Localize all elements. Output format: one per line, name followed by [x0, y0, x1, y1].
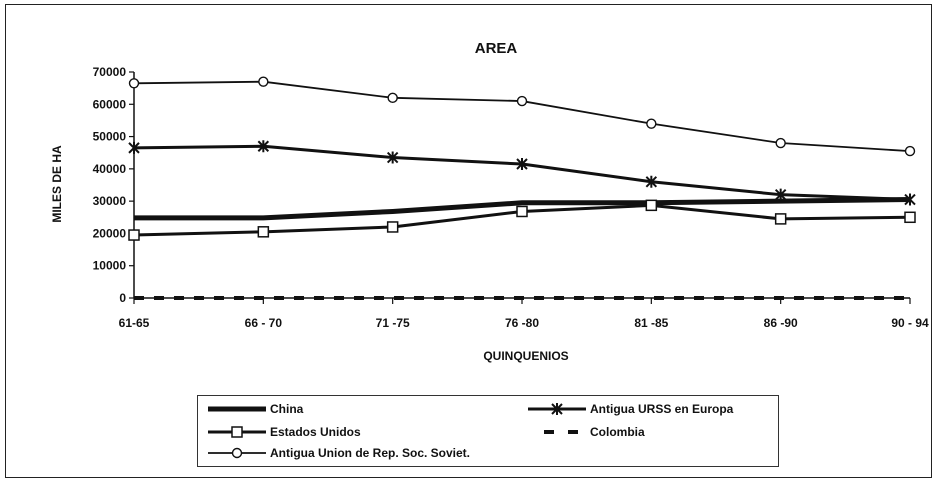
- data-point: [257, 140, 270, 153]
- data-point: [387, 92, 398, 104]
- data-point: [516, 205, 528, 218]
- x-axis-label: QUINQUENIOS: [483, 349, 568, 363]
- series-line: [133, 144, 911, 202]
- legend-label: Colombia: [590, 425, 645, 439]
- x-tick-label: 61-65: [119, 316, 150, 330]
- legend-marker: [231, 426, 243, 438]
- y-tick-label: 10000: [93, 259, 127, 273]
- y-tick-label: 30000: [93, 194, 127, 208]
- x-tick-label: 86 -90: [764, 316, 798, 330]
- y-tick-label: 0: [119, 291, 126, 305]
- data-point: [774, 213, 787, 225]
- data-point: [386, 151, 399, 164]
- legend-swatch: [208, 447, 266, 459]
- data-point: [128, 141, 140, 154]
- data-point: [774, 188, 787, 201]
- legend-item: Colombia: [526, 423, 645, 441]
- x-tick-label: 81 -85: [634, 316, 668, 330]
- series-1: [128, 140, 916, 206]
- legend-label: China: [270, 402, 304, 416]
- series-4: [128, 76, 916, 157]
- series-0: [134, 197, 911, 221]
- y-tick-label: 50000: [93, 130, 127, 144]
- series-2: [128, 199, 916, 241]
- y-tick-label: 20000: [93, 226, 127, 240]
- legend-item: China: [206, 400, 303, 418]
- y-tick-label: 70000: [93, 65, 127, 79]
- legend-swatch: [528, 403, 586, 415]
- y-tick-label: 60000: [93, 97, 127, 111]
- data-point: [904, 145, 916, 157]
- data-point: [128, 78, 140, 89]
- series-line: [134, 197, 911, 221]
- data-point: [386, 221, 399, 233]
- axes: 0 10000 20000 30000 40000 50000 60000 70000 61-6…: [93, 65, 929, 330]
- data-point: [904, 211, 916, 224]
- legend-label: Estados Unidos: [270, 425, 361, 439]
- legend-label: Antigua Union de Rep. Soc. Soviet.: [270, 446, 471, 460]
- legend-swatch: [544, 430, 586, 434]
- data-point: [516, 158, 528, 171]
- line-chart: AREA MILES DE HA QUINQUENIOS 0 10000 20000…: [50, 40, 929, 363]
- data-point: [645, 175, 658, 188]
- legend-swatch: [208, 406, 266, 412]
- data-point: [258, 76, 269, 87]
- series-line: [133, 80, 911, 152]
- data-point: [775, 137, 786, 149]
- data-point: [128, 229, 140, 241]
- legend-marker: [231, 447, 243, 459]
- x-tick-label: 76 -80: [505, 316, 539, 330]
- data-point: [904, 193, 916, 206]
- x-tick-label: 66 - 70: [245, 316, 283, 330]
- chart-title: AREA: [475, 40, 518, 57]
- series-layer: [128, 76, 916, 300]
- legend: China Antigua URSS en Europa Estados Unido…: [197, 395, 779, 467]
- y-axis-label: MILES DE HA: [50, 145, 64, 223]
- data-point: [257, 226, 270, 238]
- legend-marker: [551, 403, 563, 415]
- legend-label: Antigua URSS en Europa: [590, 402, 734, 416]
- legend-item: Estados Unidos: [206, 423, 361, 441]
- data-point: [516, 95, 528, 107]
- legend-swatch: [208, 426, 266, 438]
- data-point: [645, 199, 658, 212]
- x-tick-label: 90 - 94: [891, 316, 929, 330]
- legend-item: Antigua URSS en Europa: [526, 400, 733, 418]
- x-tick-label: 71 -75: [376, 316, 410, 330]
- data-point: [646, 118, 657, 129]
- legend-item: Antigua Union de Rep. Soc. Soviet.: [206, 444, 470, 462]
- y-tick-label: 40000: [93, 162, 127, 176]
